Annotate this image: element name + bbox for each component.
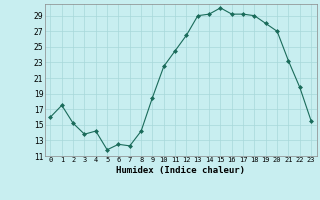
X-axis label: Humidex (Indice chaleur): Humidex (Indice chaleur) <box>116 166 245 175</box>
